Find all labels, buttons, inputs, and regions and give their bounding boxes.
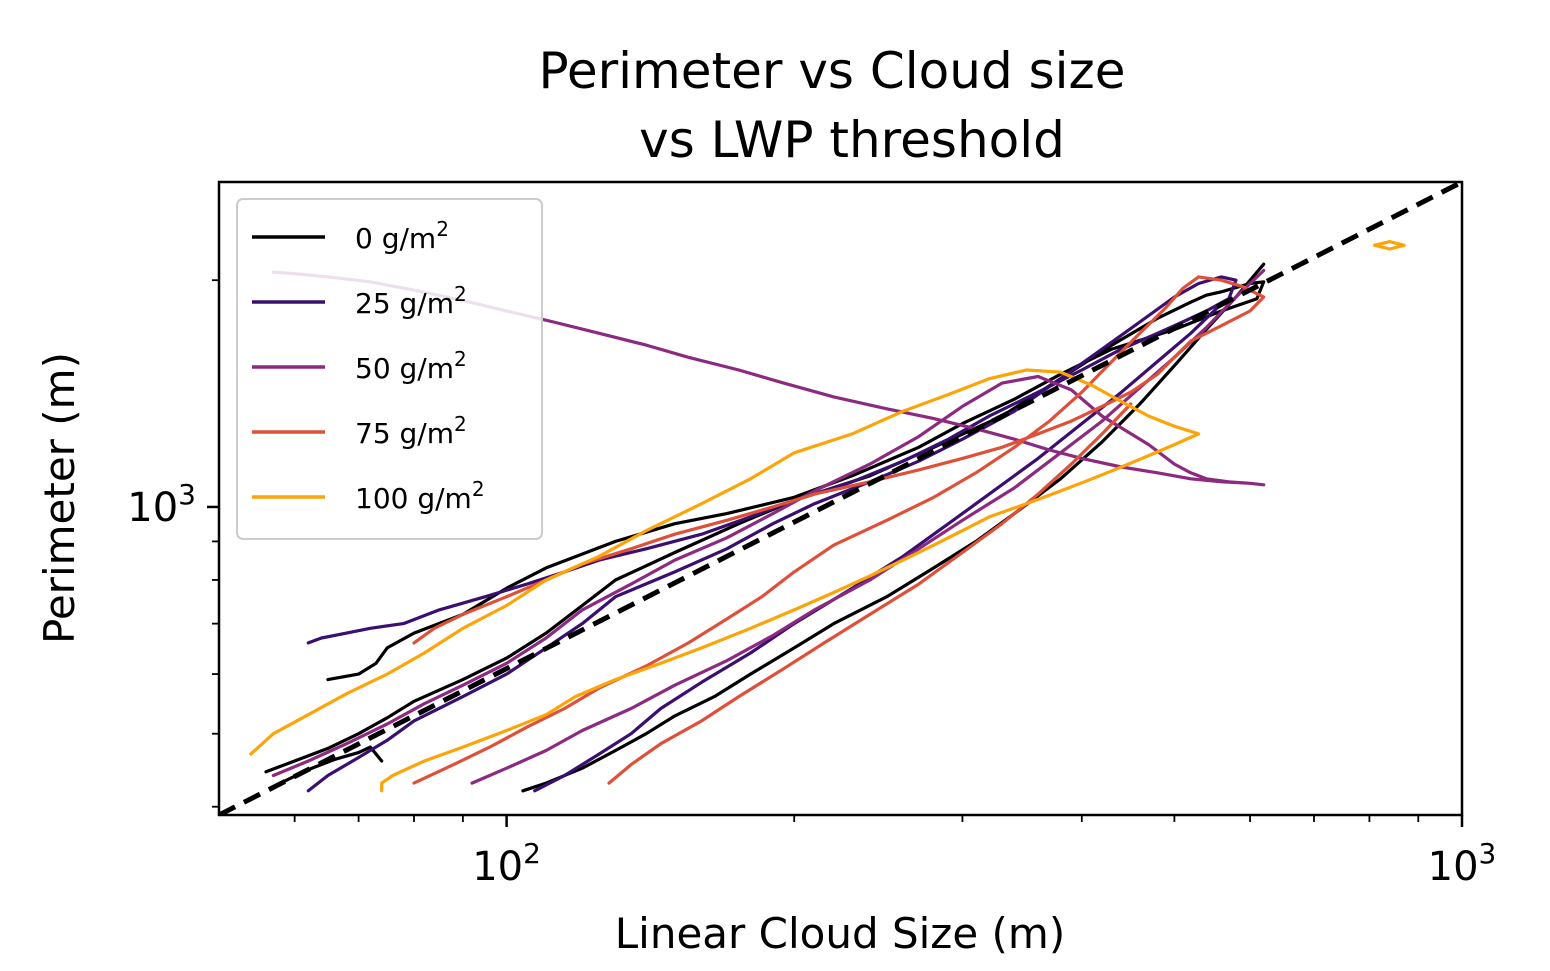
legend-label-3: 75 g/m2 xyxy=(355,412,467,450)
series-4-contour-0 xyxy=(249,368,1201,793)
legend: 0 g/m2 25 g/m2 50 g/m2 75 g/m2 100 g/m2 xyxy=(236,198,543,540)
legend-box xyxy=(236,198,543,540)
series-layer xyxy=(249,240,1406,793)
legend-label-0: 0 g/m2 xyxy=(355,217,449,255)
plot-frame xyxy=(217,180,1464,817)
series-3-contour-1 xyxy=(607,402,1133,785)
axis-ticks: 102 103 103 xyxy=(127,279,1497,890)
series-2-contour-1 xyxy=(470,268,1266,785)
series-4-contour-1 xyxy=(1372,240,1406,251)
reference-layer xyxy=(219,182,1462,815)
chart-title-line-2: vs LWP threshold xyxy=(639,111,1065,169)
x-tick-label-1: 103 xyxy=(1428,837,1497,890)
y-tick-label-0: 103 xyxy=(127,478,196,531)
x-tick-label-0: 102 xyxy=(472,837,541,890)
legend-label-1: 25 g/m2 xyxy=(355,282,467,320)
series-0-contour-2 xyxy=(521,262,1266,793)
series-2-contour-0 xyxy=(271,270,1266,778)
series-0-contour-0 xyxy=(264,280,1266,774)
legend-label-4: 100 g/m2 xyxy=(355,477,485,515)
y-axis-label: Perimeter (m) xyxy=(35,352,84,644)
reference-dashed-line xyxy=(219,182,1462,815)
legend-label-2: 50 g/m2 xyxy=(355,347,467,385)
series-3-contour-0 xyxy=(412,275,1266,785)
chart-title-line-1: Perimeter vs Cloud size xyxy=(538,42,1125,100)
x-axis-label: Linear Cloud Size (m) xyxy=(615,909,1065,958)
